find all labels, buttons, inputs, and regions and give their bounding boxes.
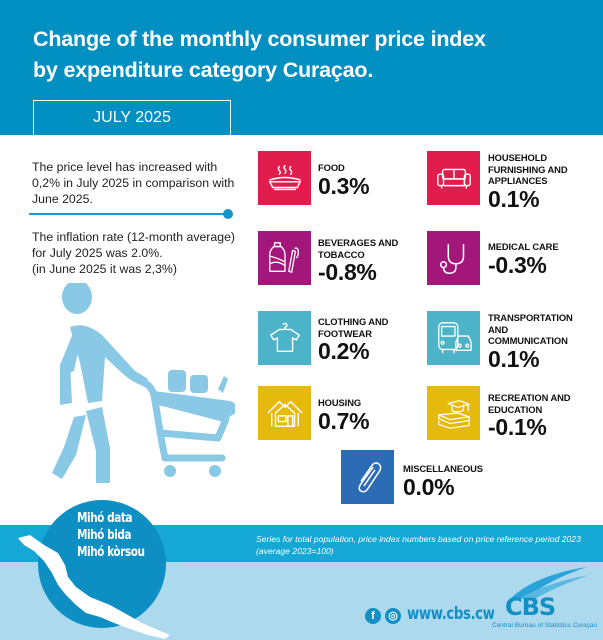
category-value: -0.3% <box>488 251 547 278</box>
note-line-1: Series for total population, price index… <box>256 534 581 544</box>
category-label: RECREATION AND EDUCATION <box>488 392 571 415</box>
period-label: JULY 2025 <box>33 100 231 136</box>
header-banner: Change of the monthly consumer price ind… <box>0 0 603 136</box>
inflation-line-3: (in June 2025 it was 2,3%) <box>32 262 177 276</box>
divider-dot <box>223 209 233 219</box>
facebook-icon[interactable]: f <box>365 608 381 624</box>
title-line-2: by expenditure category Curaçao. <box>33 58 374 82</box>
category-text: FOOD 0.3% <box>318 162 370 199</box>
category-label: MISCELLANEOUS <box>403 463 483 474</box>
slogan-line-3: Mihó kòrsou <box>77 544 145 560</box>
title-line-1: Change of the monthly consumer price ind… <box>33 27 486 51</box>
category-text: BEVERAGES AND TOBACCO -0.8% <box>318 237 408 284</box>
category-text: MEDICAL CARE -0.3% <box>488 241 559 277</box>
category-label: HOUSEHOLD FURNISHING AND APPLIANCES <box>488 152 568 186</box>
sofa-icon <box>427 151 480 205</box>
category-text: RECREATION AND EDUCATION -0.1% <box>488 392 588 439</box>
category-value: 0.1% <box>488 345 540 372</box>
bus-car-icon <box>427 311 480 365</box>
shopper-with-cart-icon <box>52 283 235 483</box>
category-label: MEDICAL CARE <box>488 241 559 252</box>
category-text: TRANSPORTATION AND COMMUNICATION 0.1% <box>488 312 588 371</box>
category-value: -0.8% <box>318 259 377 285</box>
slogan: Mihó data Mihó bida Mihó kòrsou <box>77 510 145 561</box>
category-text: MISCELLANEOUS 0.0% <box>403 463 483 499</box>
books-graduation-icon <box>427 386 480 440</box>
category-value: 0.2% <box>318 338 370 364</box>
divider-line <box>29 213 226 215</box>
category-value: 0.1% <box>488 185 540 212</box>
website-link[interactable]: www.cbs.cw <box>407 604 495 624</box>
slogan-line-2: Mihó bida <box>77 527 132 543</box>
category-label: FOOD <box>318 162 345 173</box>
footer-note: Series for total population, price index… <box>256 533 601 557</box>
category-text: HOUSING 0.7% <box>318 397 370 434</box>
category-value: 0.7% <box>318 407 370 434</box>
category-text: CLOTHING AND FOOTWEAR 0.2% <box>318 316 408 363</box>
stethoscope-icon <box>427 231 480 285</box>
shirt-hanger-icon <box>258 311 311 365</box>
category-text: HOUSEHOLD FURNISHING AND APPLIANCES 0.1% <box>488 152 588 211</box>
slogan-line-1: Mihó data <box>77 510 133 526</box>
page-title: Change of the monthly consumer price ind… <box>33 24 593 86</box>
category-value: 0.0% <box>403 473 455 500</box>
instagram-icon[interactable]: ◎ <box>385 608 401 624</box>
food-bowl-icon <box>258 151 311 205</box>
category-label: HOUSING <box>318 397 362 408</box>
category-value: 0.3% <box>318 172 370 199</box>
paperclip-icon <box>341 450 394 504</box>
category-label: CLOTHING AND FOOTWEAR <box>318 316 389 339</box>
inflation-line-1: The inflation rate (12-month average) <box>32 230 236 244</box>
curacao-island-icon <box>18 535 170 639</box>
cbs-logo: CBS <box>505 593 556 621</box>
inflation-text: The inflation rate (12-month average) fo… <box>32 229 247 277</box>
category-value: -0.1% <box>488 414 547 440</box>
bottle-cigarette-icon <box>258 231 311 285</box>
house-icon <box>258 386 311 440</box>
cbs-org-name: Central Bureau of Statistics Curaçao <box>492 622 598 629</box>
category-label: BEVERAGES AND TOBACCO <box>318 237 399 260</box>
category-label: TRANSPORTATION AND COMMUNICATION <box>488 312 573 346</box>
note-line-2: (average 2023=100) <box>256 546 334 556</box>
cbs-swoosh-icon <box>510 567 589 599</box>
price-level-text: The price level has increased with 0,2% … <box>32 160 235 206</box>
inflation-line-2: for July 2025 was 2.0%. <box>32 246 163 260</box>
